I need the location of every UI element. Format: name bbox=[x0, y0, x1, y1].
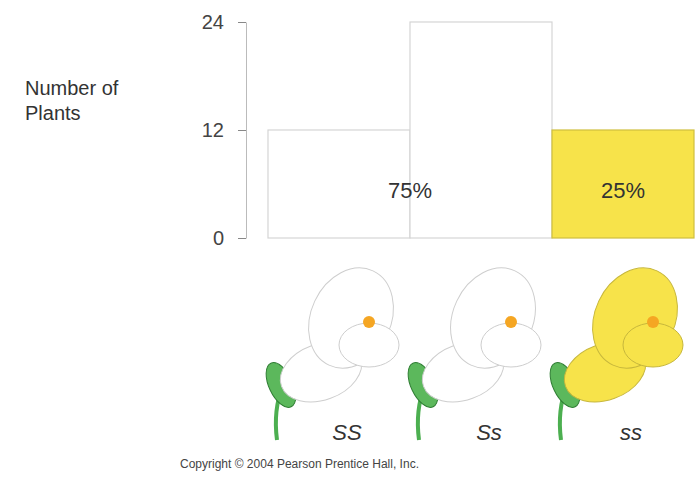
axis-line bbox=[246, 23, 247, 239]
annotation: 75% bbox=[388, 178, 432, 203]
flower-spot bbox=[647, 316, 659, 328]
category-label: ss bbox=[620, 420, 642, 445]
tick: 12 bbox=[202, 119, 246, 141]
bar bbox=[552, 130, 694, 238]
tick-mark bbox=[238, 130, 246, 131]
flower bbox=[260, 254, 409, 440]
flower bbox=[402, 254, 551, 440]
flower-petal bbox=[339, 323, 399, 367]
category-label: Ss bbox=[476, 420, 502, 445]
chart: 0 12 24 Number ofPlants 75% 25% SS Ss ss Copyrigh… bbox=[0, 0, 698, 482]
flower-petal bbox=[623, 323, 683, 367]
tick: 24 bbox=[202, 11, 246, 33]
flower-spot bbox=[363, 316, 375, 328]
tick-label: 24 bbox=[202, 11, 224, 33]
category-label: SS bbox=[332, 420, 362, 445]
flower bbox=[544, 254, 693, 440]
y-axis: 0 12 24 bbox=[202, 11, 247, 249]
annotations: 75% 25% bbox=[388, 178, 645, 203]
flower-petal bbox=[577, 254, 693, 382]
tick-mark bbox=[238, 22, 246, 23]
footnote: Copyright © 2004 Pearson Prentice Hall, … bbox=[180, 457, 419, 471]
bar bbox=[410, 22, 552, 238]
flower-petal bbox=[435, 254, 551, 382]
tick: 0 bbox=[213, 227, 246, 249]
flower-spot bbox=[505, 316, 517, 328]
annotation: 25% bbox=[601, 178, 645, 203]
category-labels: SS Ss ss bbox=[332, 420, 642, 445]
flowers bbox=[260, 254, 693, 440]
flower-petal bbox=[293, 254, 409, 382]
tick-label: 12 bbox=[202, 119, 224, 141]
tick-label: 0 bbox=[213, 227, 224, 249]
flower-petal bbox=[481, 323, 541, 367]
axis-title: Number ofPlants bbox=[25, 77, 119, 124]
tick-mark bbox=[238, 238, 246, 239]
bars bbox=[268, 22, 694, 238]
